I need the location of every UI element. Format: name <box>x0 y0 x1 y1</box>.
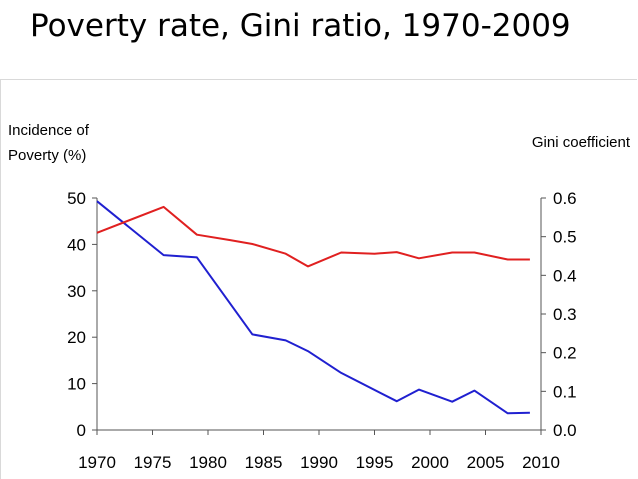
x-tick-label: 1980 <box>189 453 227 472</box>
y-right-tick-label: 0.5 <box>553 228 577 247</box>
y-left-axis-label: Poverty (%) <box>8 147 86 164</box>
chart-frame <box>0 79 637 479</box>
y-right-tick-label: 0.6 <box>553 189 577 208</box>
y-right-tick-label: 0.3 <box>553 305 577 324</box>
y-left-tick-label: 40 <box>67 235 86 254</box>
gini-series-line <box>96 205 530 268</box>
x-tick-label: 1995 <box>356 453 394 472</box>
x-tick-label: 1990 <box>300 453 338 472</box>
y-right-tick-label: 0.4 <box>553 266 577 285</box>
x-tick-label: 2000 <box>411 453 449 472</box>
poverty-series-line <box>96 200 530 415</box>
y-left-tick-label: 50 <box>67 189 86 208</box>
slide-title: Poverty rate, Gini ratio, 1970-2009 <box>30 8 571 44</box>
x-tick-label: 2010 <box>522 453 560 472</box>
x-tick-label: 2005 <box>467 453 505 472</box>
y-left-tick-label: 20 <box>67 328 86 347</box>
y-left-axis-label: Incidence of <box>8 122 90 139</box>
y-right-tick-label: 0.2 <box>553 344 577 363</box>
y-left-tick-label: 30 <box>67 282 86 301</box>
x-tick-label: 1970 <box>78 453 116 472</box>
x-tick-label: 1985 <box>245 453 283 472</box>
y-right-tick-label: 0.1 <box>553 382 577 401</box>
y-left-tick-label: 0 <box>77 421 86 440</box>
y-left-tick-label: 10 <box>67 375 86 394</box>
x-tick-label: 1975 <box>134 453 172 472</box>
y-right-axis-label: Gini coefficient <box>532 134 631 151</box>
y-right-tick-label: 0.0 <box>553 421 577 440</box>
